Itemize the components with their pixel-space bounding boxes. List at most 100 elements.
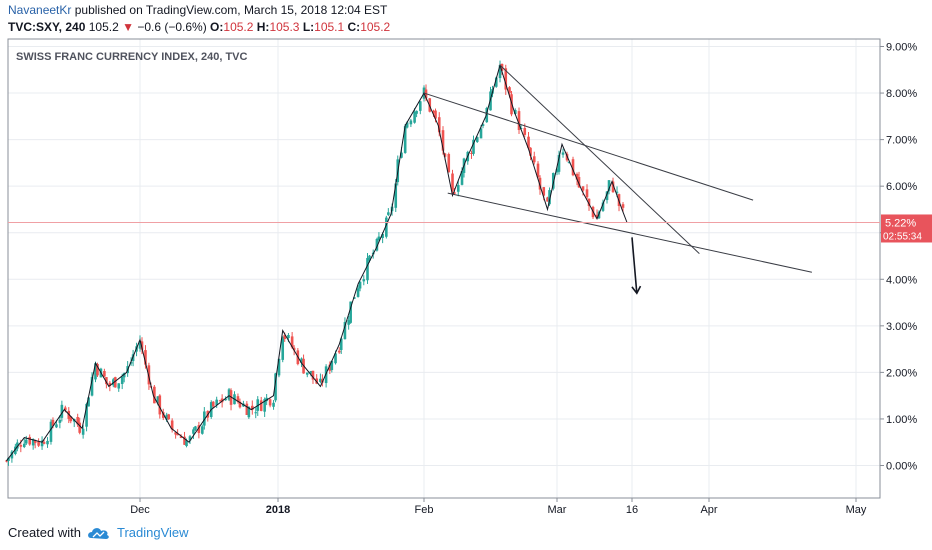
candle-body [290, 336, 294, 348]
wave-path-line [6, 63, 628, 462]
candle-body [538, 177, 542, 190]
candle-body [238, 401, 242, 408]
candle-body [356, 288, 360, 297]
candle-body [368, 255, 371, 261]
y-tick-label: 1.00% [886, 414, 917, 426]
candle-body [55, 424, 58, 428]
candle-body [555, 169, 559, 173]
candle-body [254, 412, 258, 414]
candle-body [419, 101, 422, 111]
candle-body [245, 403, 249, 415]
candle-body [220, 398, 224, 403]
candle-body [611, 181, 615, 193]
candle-body [546, 197, 549, 202]
candle-body [311, 370, 315, 380]
candle-body [218, 400, 222, 402]
candle-body [94, 363, 97, 380]
high-label: H: [256, 20, 270, 34]
published-text: published on TradingView.com, March 15, … [74, 3, 388, 17]
candle-body [494, 77, 498, 87]
candle-body [504, 68, 508, 90]
tradingview-link[interactable]: TradingView [116, 525, 189, 540]
candle-body [10, 451, 14, 459]
last-price: 105.2 [88, 20, 119, 34]
candle-body [103, 371, 106, 377]
plot-frame [7, 38, 881, 499]
y-tick-label: 6.00% [886, 181, 917, 193]
candle-body [176, 434, 179, 436]
bar-countdown: 02:55:34 [883, 231, 922, 242]
candle-body [179, 436, 183, 438]
candle-body [215, 399, 218, 406]
candle-body [481, 124, 485, 126]
trendline[interactable] [447, 192, 813, 273]
forecast-arrow[interactable] [631, 237, 638, 294]
close-label: C: [347, 20, 361, 34]
candle-body [621, 204, 625, 208]
y-tick-label: 8.00% [886, 88, 917, 100]
candle-body [585, 189, 589, 198]
trendline[interactable] [423, 92, 754, 201]
candle-body [557, 154, 561, 172]
candle-body [272, 402, 275, 407]
candle-body [403, 126, 407, 153]
publication-line: NavaneetKr published on TradingView.com,… [8, 3, 387, 17]
candle-body [339, 338, 343, 350]
candle-body [441, 130, 445, 151]
y-tick-label: 3.00% [886, 321, 917, 333]
candle-body [605, 191, 609, 201]
candle-body [437, 117, 441, 133]
candle-body [49, 421, 53, 442]
candle-body [577, 176, 581, 188]
candle-body [14, 446, 17, 454]
candle-body [64, 407, 67, 411]
candle-body [334, 353, 337, 364]
candle-body [259, 400, 263, 411]
high-value: 105.3 [269, 20, 300, 34]
x-tick-label: Mar [548, 504, 567, 516]
author-link[interactable]: NavaneetKr [8, 3, 72, 17]
candle-body [76, 417, 79, 425]
candle-body [144, 350, 147, 365]
candle-body [236, 396, 240, 402]
candle-body [33, 439, 37, 444]
created-with-text: Created with [8, 525, 81, 540]
candle-body [305, 372, 309, 375]
candle-body [615, 191, 619, 193]
candle-body [227, 389, 231, 400]
last-price-badge [881, 214, 932, 243]
candle-body [447, 154, 451, 173]
candle-body [475, 137, 479, 142]
candle-body [385, 217, 388, 237]
candle-body [292, 347, 296, 351]
candle-body [105, 377, 108, 385]
candle-body [211, 401, 215, 407]
candle-body [300, 358, 303, 363]
last-price-value: 5.22% [885, 217, 916, 229]
candle-body [400, 152, 403, 158]
candle-body [138, 340, 142, 349]
candle-body [122, 373, 126, 378]
candle-body [456, 185, 460, 192]
candle-body [319, 378, 322, 382]
candle-body [532, 156, 536, 163]
x-tick-label: 2018 [266, 504, 290, 516]
low-label: L: [302, 20, 315, 34]
candle-body [161, 412, 165, 418]
candle-body [587, 198, 591, 207]
candle-body [224, 398, 227, 401]
candle-body [156, 396, 160, 404]
candle-body [377, 236, 381, 241]
candle-body [472, 139, 475, 154]
candle-body [129, 362, 133, 364]
candle-body [409, 120, 413, 125]
candle-body [203, 411, 206, 426]
x-tick-label: 16 [626, 504, 638, 516]
candle-body [581, 186, 585, 191]
candle-body [394, 183, 398, 208]
candle-body [460, 171, 464, 185]
y-tick-label: 0.00% [886, 461, 917, 473]
symbol-label: TVC:SXY, 240 [8, 20, 86, 34]
candle-body [498, 65, 502, 79]
